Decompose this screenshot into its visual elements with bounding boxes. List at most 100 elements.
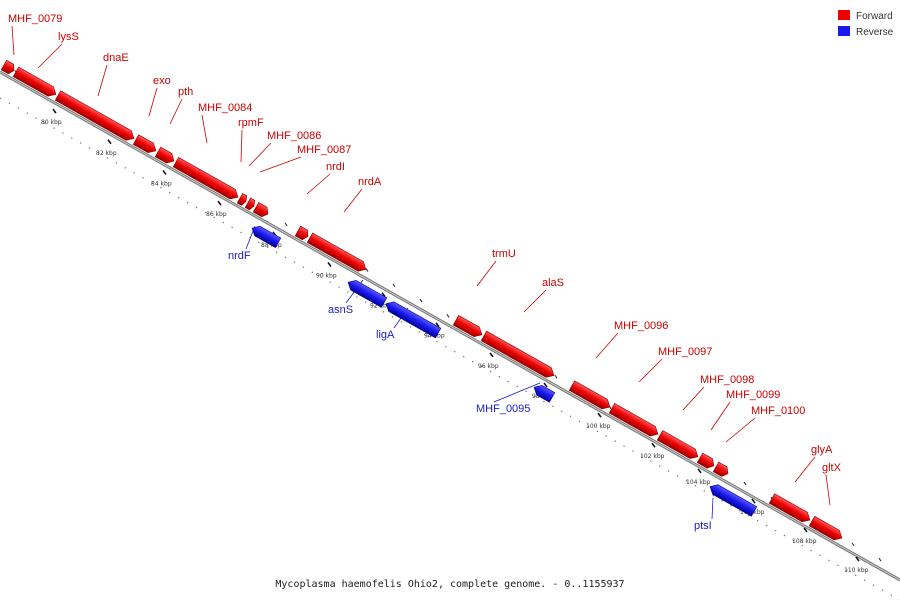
gene-label-mhf-0100[interactable]: MHF_0100 <box>751 405 805 417</box>
leader-lyss <box>37 43 63 69</box>
gene-label-ptsi[interactable]: ptsI <box>694 520 712 532</box>
leader-glya <box>794 456 816 483</box>
legend-label-reverse: Reverse <box>856 27 894 38</box>
gene-arrow-mhf-0086[interactable] <box>244 197 256 211</box>
backbone-minor-tick <box>554 374 558 379</box>
gene-label-mhf-0097[interactable]: MHF_0097 <box>658 346 712 358</box>
gene-mhf-0079[interactable] <box>0 59 16 75</box>
gene-arrow-mhf-0099[interactable] <box>696 452 716 470</box>
gene-glya[interactable] <box>768 493 812 525</box>
gene-lyss[interactable] <box>12 66 58 99</box>
leader-mhf-0087 <box>259 156 302 173</box>
gene-label-trmu[interactable]: trmU <box>492 248 516 260</box>
gene-trmu[interactable] <box>452 314 484 339</box>
gene-arrow-mhf-0097[interactable] <box>608 403 660 439</box>
gene-mhf-0095[interactable] <box>531 382 556 403</box>
gene-label-nrdi[interactable]: nrdI <box>326 161 345 173</box>
gene-arrow-mhf-0079[interactable] <box>0 59 16 75</box>
tick-mark <box>597 412 602 418</box>
gene-exo[interactable] <box>132 134 158 156</box>
gene-mhf-0086[interactable] <box>244 197 256 211</box>
gene-mhf-0087[interactable] <box>252 202 270 218</box>
tick-mark <box>435 322 440 328</box>
gene-label-gltx[interactable]: gltX <box>822 462 842 474</box>
gene-liga[interactable] <box>383 299 442 339</box>
gene-label-lyss[interactable]: lysS <box>58 31 79 43</box>
gene-label-dnae[interactable]: dnaE <box>103 52 129 64</box>
gene-rpmf[interactable] <box>236 193 248 206</box>
leader-nrdi <box>306 173 331 195</box>
gene-arrow-mhf-0084[interactable] <box>172 156 240 202</box>
gene-ptsi[interactable] <box>707 482 758 517</box>
gene-arrow-trmu[interactable] <box>452 314 484 339</box>
gene-label-exo[interactable]: exo <box>153 75 171 87</box>
gene-label-mhf-0096[interactable]: MHF_0096 <box>614 320 668 332</box>
gene-arrow-rpmf[interactable] <box>236 193 248 206</box>
gene-arrow-liga[interactable] <box>383 299 442 339</box>
leader-mhf-0098 <box>682 386 705 411</box>
tick-mark <box>697 468 702 474</box>
gene-features <box>0 59 844 543</box>
gene-arrow-mhf-0096[interactable] <box>568 380 612 412</box>
gene-gltx[interactable] <box>808 515 844 543</box>
gene-mhf-0097[interactable] <box>608 403 660 439</box>
gene-arrow-mhf-0087[interactable] <box>252 202 270 218</box>
gene-mhf-0096[interactable] <box>568 380 612 412</box>
leader-mhf-0099 <box>710 401 731 431</box>
gene-label-mhf-0086[interactable]: MHF_0086 <box>267 130 321 142</box>
gene-label-nrdf[interactable]: nrdF <box>228 250 251 262</box>
gene-arrow-nrdf[interactable] <box>249 223 282 248</box>
gene-label-pth[interactable]: pth <box>178 86 193 98</box>
tick-mark <box>543 382 548 388</box>
gene-arrow-pth[interactable] <box>154 146 176 166</box>
leader-mhf-0084 <box>201 114 208 144</box>
gene-label-liga[interactable]: ligA <box>376 329 395 341</box>
gene-arrow-lyss[interactable] <box>12 66 58 99</box>
gene-arrow-mhf-0095[interactable] <box>531 382 556 403</box>
gene-arrow-asns[interactable] <box>345 277 388 308</box>
gene-label-glya[interactable]: glyA <box>811 444 833 456</box>
tick-mark <box>217 200 222 206</box>
gene-mhf-0100[interactable] <box>712 461 730 478</box>
gene-label-asns[interactable]: asnS <box>328 304 353 316</box>
gene-arrow-mhf-0100[interactable] <box>712 461 730 478</box>
gene-mhf-0099[interactable] <box>696 452 716 470</box>
gene-dnae[interactable] <box>54 90 136 143</box>
leader-trmu <box>476 260 497 287</box>
gene-label-mhf-0084[interactable]: MHF_0084 <box>198 102 252 114</box>
gene-mhf-0084[interactable] <box>172 156 240 202</box>
gene-label-mhf-0098[interactable]: MHF_0098 <box>700 374 754 386</box>
gene-nrdf[interactable] <box>249 223 282 248</box>
tick-mark <box>327 262 332 267</box>
gene-alas[interactable] <box>480 330 556 380</box>
gene-pth[interactable] <box>154 146 176 166</box>
gene-arrow-glya[interactable] <box>768 493 812 525</box>
leader-alas <box>523 289 547 313</box>
gene-label-mhf-0095[interactable]: MHF_0095 <box>476 403 530 415</box>
gene-nrda[interactable] <box>306 232 368 274</box>
tick-label: 104 kbp <box>686 479 711 486</box>
backbone-minor-tick <box>284 222 288 227</box>
tick-mark <box>381 292 386 298</box>
gene-arrow-dnae[interactable] <box>54 90 136 143</box>
legend-swatch-forward <box>838 10 850 20</box>
gene-asns[interactable] <box>345 277 388 308</box>
gene-arrow-alas[interactable] <box>480 330 556 380</box>
gene-arrow-gltx[interactable] <box>808 515 844 543</box>
gene-nrdi[interactable] <box>294 225 310 241</box>
gene-label-mhf-0079[interactable]: MHF_0079 <box>8 13 62 25</box>
gene-label-alas[interactable]: alaS <box>542 277 564 289</box>
gene-arrow-nrda[interactable] <box>306 232 368 274</box>
gene-arrow-nrdi[interactable] <box>294 225 310 241</box>
gene-label-mhf-0087[interactable]: MHF_0087 <box>297 144 351 156</box>
tick-label: 100 kbp <box>586 423 611 430</box>
gene-label-nrda[interactable]: nrdA <box>358 176 382 188</box>
gene-label-rpmf[interactable]: rpmF <box>238 117 264 129</box>
tick-mark <box>107 139 112 145</box>
gene-arrow-exo[interactable] <box>132 134 158 156</box>
gene-mhf-0098[interactable] <box>656 430 700 462</box>
gene-label-mhf-0099[interactable]: MHF_0099 <box>726 389 780 401</box>
gene-arrow-mhf-0098[interactable] <box>656 430 700 462</box>
gene-arrow-ptsi[interactable] <box>707 482 758 517</box>
